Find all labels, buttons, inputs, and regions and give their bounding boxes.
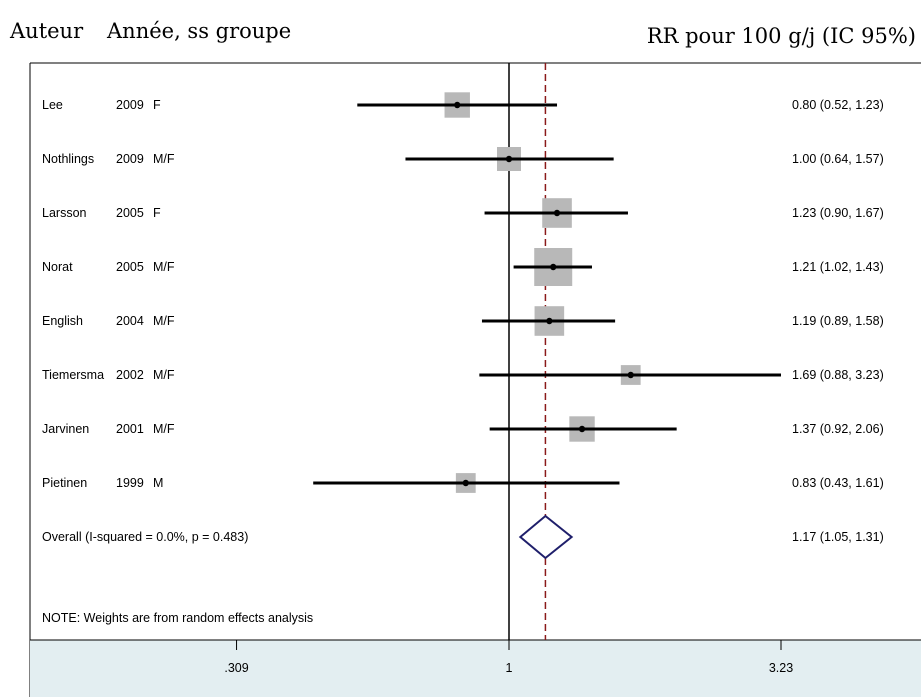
point-estimate <box>550 263 557 271</box>
study-group: F <box>153 98 161 112</box>
study-row: Pietinen 1999 M 0.83 (0.43, 1.61) <box>42 473 884 493</box>
study-row: Lee 2009 F 0.80 (0.52, 1.23) <box>42 92 884 118</box>
study-row: Norat 2005 M/F 1.21 (1.02, 1.43) <box>42 248 884 286</box>
study-author: Tiemersma <box>42 368 104 382</box>
overall-estimate: 1.17 (1.05, 1.31) <box>792 530 884 544</box>
header-effect: RR pour 100 g/j (IC 95%) <box>647 24 916 48</box>
x-tick-label: 3.23 <box>769 661 793 675</box>
study-year: 2005 <box>116 206 144 220</box>
study-estimate: 1.23 (0.90, 1.67) <box>792 206 884 220</box>
x-tick-label: .309 <box>224 661 248 675</box>
study-group: M/F <box>153 314 175 328</box>
study-group: M/F <box>153 152 175 166</box>
note-text: NOTE: Weights are from random effects an… <box>42 611 313 625</box>
study-year: 1999 <box>116 476 144 490</box>
study-row: Nothlings 2009 M/F 1.00 (0.64, 1.57) <box>42 147 884 171</box>
study-year: 2002 <box>116 368 144 382</box>
study-group: M/F <box>153 368 175 382</box>
study-estimate: 1.21 (1.02, 1.43) <box>792 260 884 274</box>
study-estimate: 1.37 (0.92, 2.06) <box>792 422 884 436</box>
study-year: 2005 <box>116 260 144 274</box>
axis-band <box>30 640 921 697</box>
study-group: M/F <box>153 260 175 274</box>
study-year: 2001 <box>116 422 144 436</box>
header-author: Auteur <box>9 19 84 43</box>
study-group: F <box>153 206 161 220</box>
point-estimate <box>578 425 586 433</box>
point-estimate <box>454 101 461 109</box>
header-year-group: Année, ss groupe <box>106 19 291 43</box>
study-author: Norat <box>42 260 73 274</box>
overall-label: Overall (I-squared = 0.0%, p = 0.483) <box>42 530 248 544</box>
study-estimate: 1.19 (0.89, 1.58) <box>792 314 884 328</box>
overall-diamond <box>518 514 574 560</box>
point-estimate <box>627 371 634 379</box>
point-estimate <box>553 209 561 217</box>
study-author: Pietinen <box>42 476 87 490</box>
study-author: English <box>42 314 83 328</box>
study-estimate: 1.00 (0.64, 1.57) <box>792 152 884 166</box>
study-group: M/F <box>153 422 175 436</box>
point-estimate <box>546 317 553 325</box>
point-estimate <box>505 155 513 163</box>
study-row: Larsson 2005 F 1.23 (0.90, 1.67) <box>42 198 884 228</box>
study-rows: Lee 2009 F 0.80 (0.52, 1.23) Nothlings 2009 M/… <box>42 92 884 493</box>
study-year: 2009 <box>116 152 144 166</box>
study-estimate: 0.80 (0.52, 1.23) <box>792 98 884 112</box>
study-estimate: 1.69 (0.88, 3.23) <box>792 368 884 382</box>
study-row: Tiemersma 2002 M/F 1.69 (0.88, 3.23) <box>42 365 884 385</box>
study-year: 2009 <box>116 98 144 112</box>
study-row: Jarvinen 2001 M/F 1.37 (0.92, 2.06) <box>42 416 884 442</box>
x-axis-ticks: .309 1 3.23 <box>224 640 793 675</box>
study-author: Nothlings <box>42 152 94 166</box>
study-group: M <box>153 476 163 490</box>
study-author: Jarvinen <box>42 422 89 436</box>
point-estimate <box>462 479 469 487</box>
study-author: Larsson <box>42 206 87 220</box>
study-estimate: 0.83 (0.43, 1.61) <box>792 476 884 490</box>
study-author: Lee <box>42 98 63 112</box>
study-year: 2004 <box>116 314 144 328</box>
study-row: English 2004 M/F 1.19 (0.89, 1.58) <box>42 306 884 336</box>
x-tick-label: 1 <box>506 661 513 675</box>
